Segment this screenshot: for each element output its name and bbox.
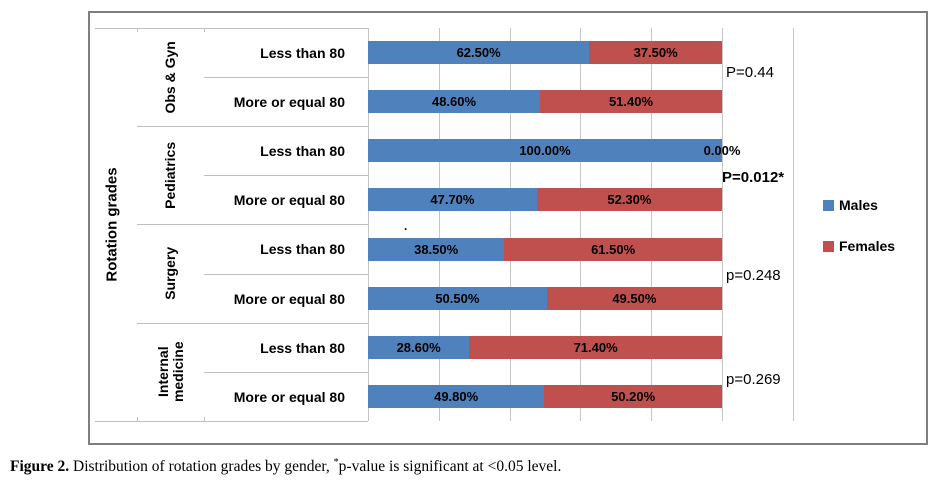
table-top-border — [95, 28, 368, 29]
row-label: More or equal 80 — [233, 290, 345, 307]
males-segment: 28.60% — [368, 336, 470, 359]
legend: Males Females — [823, 197, 895, 279]
row-label: More or equal 80 — [233, 93, 345, 110]
males-segment: 100.00% — [368, 139, 722, 162]
males-value: 38.50% — [414, 242, 459, 257]
females-segment: 50.20% — [544, 385, 722, 408]
gridline-120 — [793, 28, 794, 421]
group-separator — [137, 323, 368, 324]
males-segment: 47.70% — [368, 188, 537, 211]
p-value-obs-gyn: P=0.44 — [726, 64, 774, 81]
females-value: 49.50% — [612, 291, 657, 306]
group-label-obs-gyn: Obs & Gyn — [162, 40, 179, 114]
group-label-internal-medicine: Internal medicine — [154, 341, 186, 403]
gridline-60 — [580, 28, 581, 421]
row-label: Less than 80 — [260, 240, 345, 257]
legend-item-males: Males — [823, 197, 895, 213]
gridline-20 — [439, 28, 440, 421]
row-separator — [204, 175, 368, 176]
males-segment: 48.60% — [368, 90, 541, 113]
gridline-100 — [722, 28, 723, 421]
p-value-pediatrics: P=0.012* — [722, 169, 785, 186]
row-label: Less than 80 — [260, 44, 345, 61]
females-value: 61.50% — [591, 242, 636, 257]
males-segment: 49.80% — [368, 385, 545, 408]
females-segment: 37.50% — [589, 41, 722, 64]
males-value: 47.70% — [430, 192, 475, 207]
figure-caption: Figure 2. Distribution of rotation grade… — [10, 457, 770, 476]
caption-asterisk: * — [333, 457, 339, 468]
row-label: Less than 80 — [260, 339, 345, 356]
males-segment: 38.50% — [368, 238, 505, 261]
females-value: 71.40% — [573, 340, 618, 355]
females-swatch-icon — [823, 240, 834, 252]
bar-pediatrics-less: 100.00% 0.00% — [368, 139, 740, 162]
bar-internal-less: 28.60% 71.40% — [368, 336, 722, 359]
bar-surgery-less: 38.50% 61.50% — [368, 238, 722, 261]
axis-tick — [137, 417, 138, 421]
males-swatch-icon — [823, 199, 834, 211]
group-label-pediatrics: Pediatrics — [162, 141, 179, 209]
females-value: 0.00% — [703, 143, 741, 158]
legend-item-females: Females — [823, 238, 895, 254]
females-segment: 52.30% — [536, 188, 722, 211]
bar-surgery-more: 50.50% 49.50% — [368, 287, 722, 310]
row-label: More or equal 80 — [233, 388, 345, 405]
males-value: 62.50% — [456, 45, 501, 60]
table-bottom-border — [95, 421, 368, 422]
bar-pediatrics-more: 47.70% 52.30% — [368, 188, 722, 211]
males-segment: 50.50% — [368, 287, 547, 310]
females-value: 50.20% — [611, 389, 656, 404]
females-segment: 51.40% — [540, 90, 722, 113]
gridline-40 — [510, 28, 511, 421]
caption-text-2: p-value is significant at <0.05 level. — [338, 458, 562, 476]
males-value: 49.80% — [434, 389, 479, 404]
row-label: More or equal 80 — [233, 191, 345, 208]
p-value-surgery: p=0.248 — [726, 267, 781, 284]
figure-number: Figure 2. — [10, 458, 70, 476]
axis-tick — [204, 28, 205, 32]
females-value: 52.30% — [607, 192, 652, 207]
caption-text: Distribution of rotation grades by gende… — [69, 458, 334, 476]
row-separator — [204, 372, 368, 373]
p-value-internal: p=0.269 — [726, 371, 781, 388]
males-value: 28.60% — [396, 340, 441, 355]
gridline-80 — [651, 28, 652, 421]
females-segment: 71.40% — [469, 336, 722, 359]
y-axis-title: Rotation grades — [103, 167, 121, 282]
axis-tick — [137, 28, 138, 32]
bar-obs-gyn-more: 48.60% 51.40% — [368, 90, 722, 113]
row-separator — [204, 274, 368, 275]
males-value: 100.00% — [519, 143, 571, 158]
bar-internal-more: 49.80% 50.20% — [368, 385, 722, 408]
chart-figure: Rotation grades Obs & Gyn Pediatrics Sur… — [88, 11, 928, 445]
axis-tick — [204, 417, 205, 421]
females-segment: 61.50% — [504, 238, 722, 261]
group-label-surgery: Surgery — [162, 246, 179, 300]
males-value: 48.60% — [431, 94, 477, 109]
males-segment: 62.50% — [368, 41, 590, 64]
males-value: 50.50% — [435, 291, 480, 306]
females-segment: 49.50% — [546, 287, 722, 310]
group-separator — [137, 126, 368, 127]
stray-dot: . — [404, 219, 408, 233]
row-separator — [204, 77, 368, 78]
gridline-0 — [368, 28, 369, 421]
legend-females-label: Females — [839, 238, 896, 254]
females-value: 51.40% — [608, 94, 654, 109]
row-label: Less than 80 — [260, 142, 345, 159]
females-value: 37.50% — [633, 45, 678, 60]
legend-males-label: Males — [839, 197, 878, 213]
group-separator — [137, 224, 368, 225]
bar-obs-gyn-less: 62.50% 37.50% — [368, 41, 722, 64]
